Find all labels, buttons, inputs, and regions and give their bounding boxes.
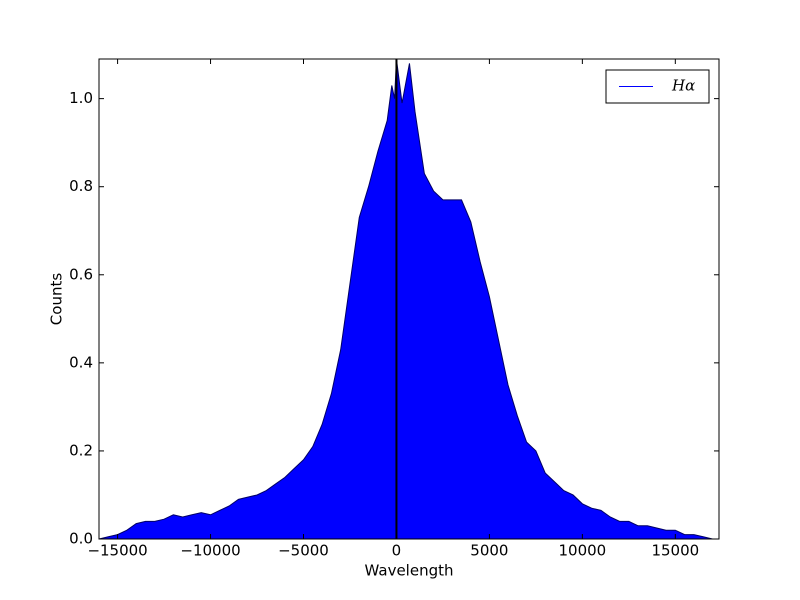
x-tick-label: −5000 xyxy=(278,542,329,560)
line xyxy=(99,59,713,539)
x-axis-label: Wavelength xyxy=(365,562,454,580)
area-fill xyxy=(99,59,713,539)
y-tick-label: 0.6 xyxy=(69,265,93,283)
y-tick-label: 0.2 xyxy=(69,441,93,459)
y-tick-label: 0.0 xyxy=(69,530,93,548)
x-tick-label: −10000 xyxy=(180,542,240,560)
x-tick-label: −15000 xyxy=(87,542,147,560)
y-tick-label: 0.4 xyxy=(69,353,93,371)
y-tick-label: 0.8 xyxy=(69,177,93,195)
plot-area xyxy=(99,59,713,539)
y-tick-label: 1.0 xyxy=(69,89,93,107)
legend: Hα xyxy=(605,69,710,104)
x-tick-label: 0 xyxy=(392,542,402,560)
x-tick-label: 5000 xyxy=(470,542,508,560)
legend-label: Hα xyxy=(671,77,695,95)
x-tick-label: 10000 xyxy=(558,542,606,560)
y-axis-label: Counts xyxy=(48,273,66,326)
x-tick-label: 15000 xyxy=(651,542,699,560)
axes-frame xyxy=(98,58,720,540)
